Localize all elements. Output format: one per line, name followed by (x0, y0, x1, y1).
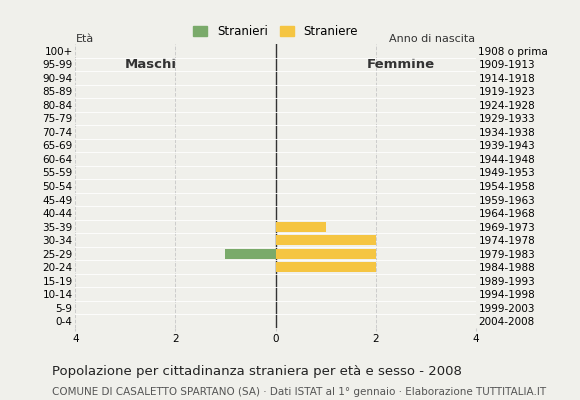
Text: Età: Età (75, 34, 93, 44)
Bar (276, 248, 376, 259)
Bar (276, 222, 325, 232)
Bar (276, 262, 376, 272)
Text: Maschi: Maschi (125, 58, 176, 71)
Text: Popolazione per cittadinanza straniera per età e sesso - 2008: Popolazione per cittadinanza straniera p… (52, 365, 462, 378)
Legend: Stranieri, Straniere: Stranieri, Straniere (190, 22, 361, 42)
Bar (226, 248, 276, 259)
Text: COMUNE DI CASALETTO SPARTANO (SA) · Dati ISTAT al 1° gennaio · Elaborazione TUTT: COMUNE DI CASALETTO SPARTANO (SA) · Dati… (52, 387, 546, 397)
Text: Femmine: Femmine (367, 58, 434, 71)
Text: Anno di nascita: Anno di nascita (390, 34, 476, 44)
Bar (276, 235, 376, 245)
